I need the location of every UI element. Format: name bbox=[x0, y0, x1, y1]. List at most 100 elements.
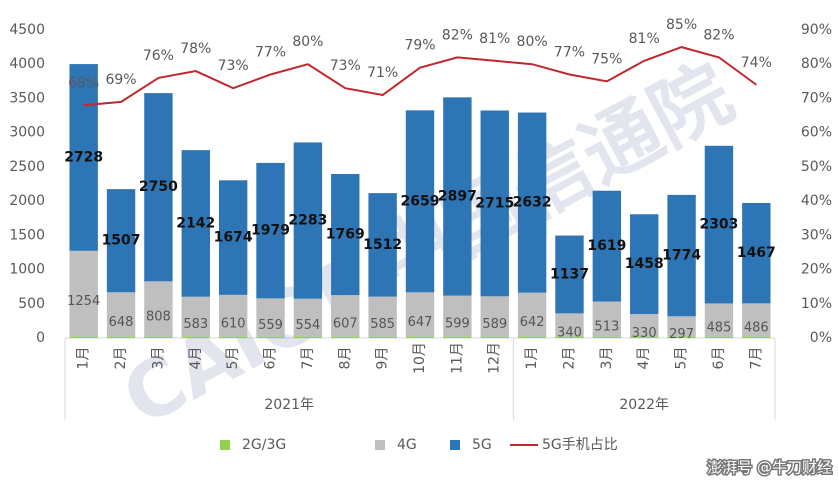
y-tick-label: 1500 bbox=[9, 227, 45, 243]
value-label: 1254 bbox=[67, 294, 100, 309]
bar-segment bbox=[742, 202, 771, 304]
bar-segment bbox=[517, 112, 547, 293]
value-label: 76% bbox=[143, 48, 174, 64]
value-label: 1458 bbox=[625, 256, 664, 272]
y-tick-label: 3500 bbox=[9, 90, 45, 106]
y2-tick-label: 50% bbox=[801, 159, 832, 175]
x-tick-label: 10月 bbox=[412, 342, 428, 374]
bar-segment bbox=[69, 64, 98, 251]
y-tick-label: 3000 bbox=[9, 125, 45, 141]
bar-segment bbox=[405, 336, 435, 338]
value-label: 610 bbox=[221, 316, 246, 331]
y2-tick-label: 80% bbox=[801, 56, 832, 72]
x-tick-label: 7月 bbox=[748, 347, 764, 370]
bar-segment bbox=[480, 296, 509, 337]
bar-segment bbox=[181, 336, 210, 338]
value-label: 599 bbox=[445, 317, 470, 332]
y2-tick-label: 40% bbox=[801, 193, 832, 209]
y-tick-label: 2000 bbox=[9, 193, 45, 209]
bar-segment bbox=[443, 295, 472, 337]
value-label: 82% bbox=[442, 27, 473, 43]
bar-segment bbox=[480, 336, 509, 338]
value-label: 77% bbox=[554, 44, 585, 60]
bar-segment bbox=[592, 190, 622, 302]
bar-segment bbox=[69, 336, 98, 338]
bar-segment bbox=[405, 292, 435, 337]
bar-segment bbox=[256, 162, 285, 299]
value-label: 607 bbox=[333, 316, 358, 331]
x-tick-label: 9月 bbox=[375, 347, 391, 370]
bar-segment bbox=[106, 189, 136, 293]
value-label: 554 bbox=[295, 318, 320, 333]
bar-segment bbox=[144, 281, 173, 337]
value-label: 85% bbox=[666, 17, 697, 33]
x-tick-label: 4月 bbox=[636, 347, 652, 370]
bar-segment bbox=[218, 336, 248, 338]
bar-segment bbox=[443, 336, 472, 338]
legend-label: 5G手机占比 bbox=[542, 437, 618, 453]
bar-segment bbox=[331, 174, 360, 296]
bar-segment bbox=[368, 336, 397, 338]
bar-segment bbox=[517, 292, 547, 337]
bar-segment bbox=[667, 316, 696, 337]
bar-segment bbox=[256, 336, 285, 338]
value-label: 1774 bbox=[662, 248, 701, 264]
x-tick-label: 7月 bbox=[300, 347, 316, 370]
legend-label: 2G/3G bbox=[242, 437, 286, 453]
bar-segment bbox=[144, 336, 173, 338]
x-tick-label: 5月 bbox=[674, 347, 690, 370]
x-tick-label: 12月 bbox=[487, 342, 503, 374]
value-label: 2303 bbox=[699, 217, 738, 233]
value-label: 79% bbox=[404, 38, 435, 54]
value-label: 71% bbox=[367, 65, 398, 81]
value-label: 2659 bbox=[401, 193, 440, 209]
legend-label: 4G bbox=[397, 437, 417, 453]
value-label: 75% bbox=[591, 51, 622, 67]
bar-segment bbox=[517, 336, 547, 338]
y2-tick-label: 30% bbox=[801, 227, 832, 243]
bar-segment bbox=[293, 298, 323, 337]
x-tick-label: 1月 bbox=[76, 347, 92, 370]
bar-segment bbox=[480, 110, 509, 297]
x-tick-label: 8月 bbox=[337, 347, 353, 370]
bar-segment bbox=[331, 336, 360, 338]
value-label: 1979 bbox=[251, 223, 290, 239]
bar-segment bbox=[181, 296, 210, 337]
value-label: 77% bbox=[255, 44, 286, 60]
bar-segment bbox=[555, 313, 584, 337]
group-label: 2022年 bbox=[619, 397, 669, 413]
value-label: 1467 bbox=[737, 245, 776, 261]
bar-segment bbox=[742, 303, 771, 337]
bar-segment bbox=[630, 314, 659, 337]
bar-segment bbox=[704, 145, 734, 304]
bar-segment bbox=[742, 336, 771, 338]
bar-segment bbox=[405, 110, 435, 293]
bar-segment bbox=[704, 303, 734, 337]
legend-swatch bbox=[220, 440, 230, 450]
value-label: 1619 bbox=[587, 238, 626, 254]
bar-segment bbox=[667, 194, 696, 317]
value-label: 1674 bbox=[214, 230, 253, 246]
bar-segment bbox=[181, 150, 210, 297]
value-label: 585 bbox=[370, 317, 395, 332]
y-tick-label: 4000 bbox=[9, 56, 45, 72]
value-label: 1137 bbox=[550, 266, 589, 282]
value-label: 2897 bbox=[438, 188, 477, 204]
bar-segment bbox=[293, 142, 323, 299]
value-label: 2715 bbox=[475, 195, 514, 211]
x-tick-label: 2月 bbox=[113, 347, 129, 370]
y-tick-label: 1000 bbox=[9, 262, 45, 278]
bar-segment bbox=[218, 180, 248, 295]
bar-segment bbox=[218, 294, 248, 337]
bar-segment bbox=[106, 292, 136, 337]
x-tick-label: 5月 bbox=[225, 347, 241, 370]
y2-tick-label: 90% bbox=[801, 22, 832, 38]
value-label: 297 bbox=[669, 327, 694, 342]
x-tick-label: 4月 bbox=[188, 347, 204, 370]
y-tick-label: 0 bbox=[36, 330, 45, 346]
value-label: 642 bbox=[520, 315, 545, 330]
value-label: 2750 bbox=[139, 179, 178, 195]
bar-segment bbox=[106, 336, 136, 338]
value-label: 81% bbox=[479, 31, 510, 47]
